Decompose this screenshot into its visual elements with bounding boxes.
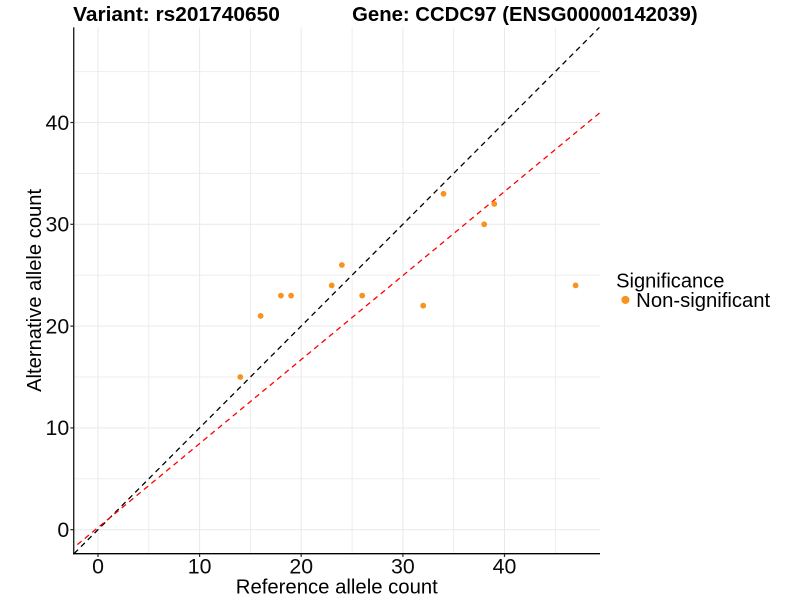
svg-text:30: 30 <box>391 555 415 579</box>
svg-text:Variant: rs201740650: Variant: rs201740650 <box>73 3 280 26</box>
svg-text:10: 10 <box>45 416 69 440</box>
svg-text:30: 30 <box>45 213 69 237</box>
svg-text:20: 20 <box>45 314 69 338</box>
svg-text:40: 40 <box>493 555 517 579</box>
svg-text:Gene: CCDC97 (ENSG00000142039): Gene: CCDC97 (ENSG00000142039) <box>352 3 697 26</box>
svg-text:40: 40 <box>45 111 69 135</box>
svg-text:Non-significant: Non-significant <box>636 290 770 312</box>
svg-text:0: 0 <box>92 555 104 579</box>
svg-text:20: 20 <box>289 555 313 579</box>
svg-text:0: 0 <box>57 518 69 542</box>
svg-text:10: 10 <box>188 555 212 579</box>
svg-text:Alternative allele count: Alternative allele count <box>24 189 46 392</box>
svg-text:Significance: Significance <box>616 270 724 292</box>
svg-text:Reference allele count: Reference allele count <box>236 577 438 599</box>
